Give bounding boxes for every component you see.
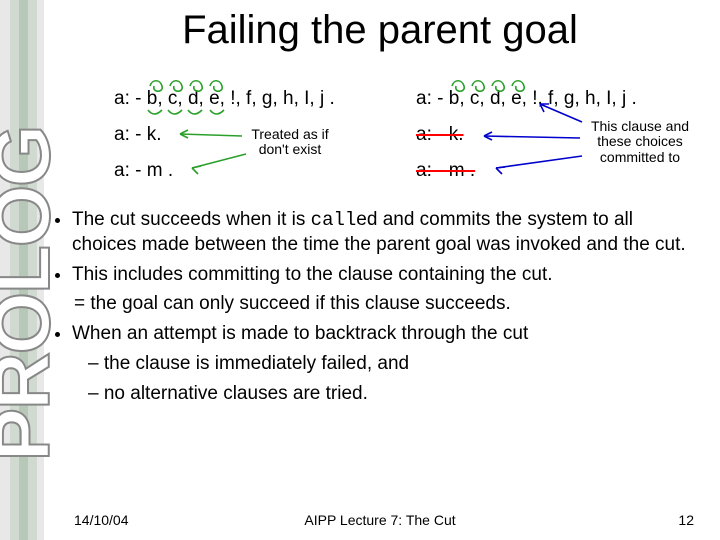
- sidebar: PROLOG: [0, 0, 44, 540]
- bullet-2: This includes committing to the clause c…: [72, 263, 700, 287]
- atom-c: c: [168, 88, 178, 109]
- footer-center: AIPP Lecture 7: The Cut: [60, 512, 700, 528]
- rule-tail: , f, g, h, I, j .: [538, 88, 637, 109]
- right-note-l3: committed to: [600, 149, 680, 165]
- right-rule-3: a: - m .: [416, 160, 475, 182]
- atom-e: e: [511, 88, 522, 109]
- atom-c: c: [470, 88, 480, 109]
- footer-page: 12: [678, 512, 694, 528]
- right-note-l1: This clause and: [591, 118, 689, 134]
- left-rule-1: a: - b, c, d, e, !, f, g, h, I, j .: [114, 88, 335, 110]
- bullet-3-dash-2: no alternative clauses are tried.: [88, 382, 700, 406]
- left-rule-3: a: - m .: [114, 160, 173, 182]
- atom-d: d: [188, 88, 199, 109]
- atom-e: e: [209, 88, 220, 109]
- bullet-1-code: call: [311, 209, 357, 231]
- atom-b: b: [147, 88, 158, 109]
- bullet-3: When an attempt is made to backtrack thr…: [72, 322, 700, 346]
- right-rule-1: a: - b, c, d, e, !, f, g, h, I, j .: [416, 88, 637, 110]
- center-note: Treated as if don't exist: [242, 127, 338, 158]
- page-title: Failing the parent goal: [60, 8, 700, 53]
- body-text: The cut succeeds when it is called and c…: [50, 208, 700, 411]
- bullet-1: The cut succeeds when it is called and c…: [72, 208, 700, 257]
- rule-head: a: -: [416, 88, 449, 109]
- rule-tail: , f, g, h, I, j .: [236, 88, 335, 109]
- atom-b: b: [449, 88, 460, 109]
- diagram: a: - b, c, d, e, !, f, g, h, I, j . a: -…: [60, 64, 700, 204]
- left-rule-2: a: - k.: [114, 124, 162, 146]
- slide: PROLOG Failing the parent goal a: - b, c…: [0, 0, 720, 540]
- bullet-1-pre: The cut succeeds when it is: [72, 209, 311, 230]
- right-rule-2: a: - k.: [416, 124, 464, 146]
- bullet-2-sub: = the goal can only succeed if this clau…: [74, 292, 700, 316]
- right-note: This clause and these choices committed …: [580, 119, 700, 165]
- rule-head: a: -: [114, 88, 147, 109]
- right-note-l2: these choices: [597, 133, 683, 149]
- atom-d: d: [490, 88, 501, 109]
- bullet-3-dash-1: the clause is immediately failed, and: [88, 352, 700, 376]
- center-note-l2: don't exist: [259, 141, 322, 157]
- center-note-l1: Treated as if: [251, 126, 328, 142]
